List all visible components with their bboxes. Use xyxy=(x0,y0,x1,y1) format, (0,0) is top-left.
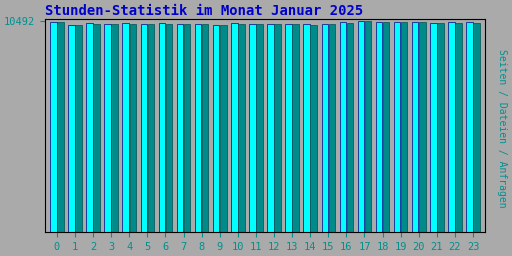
Bar xyxy=(122,23,129,232)
Bar xyxy=(93,24,100,232)
Bar xyxy=(339,23,346,232)
Text: Seiten / Dateien / Anfragen: Seiten / Dateien / Anfragen xyxy=(497,49,507,207)
Bar xyxy=(202,24,208,232)
Bar xyxy=(195,24,201,232)
Bar xyxy=(401,22,408,232)
Bar xyxy=(256,24,263,232)
Bar xyxy=(231,24,238,232)
Bar xyxy=(274,24,281,232)
Bar xyxy=(473,23,480,232)
Bar xyxy=(141,24,147,232)
Bar xyxy=(304,24,310,232)
Bar xyxy=(430,23,437,232)
Bar xyxy=(57,22,63,232)
Bar xyxy=(448,22,455,232)
Bar xyxy=(347,23,353,232)
Bar xyxy=(68,25,75,232)
Bar xyxy=(358,21,364,232)
Bar xyxy=(249,24,255,232)
Bar xyxy=(394,22,400,232)
Bar xyxy=(322,24,328,232)
Bar xyxy=(292,24,299,232)
Bar xyxy=(50,22,57,232)
Bar xyxy=(147,24,154,232)
Bar xyxy=(104,24,111,232)
Bar xyxy=(238,24,245,232)
Bar xyxy=(87,23,93,232)
Bar xyxy=(455,23,462,232)
Bar xyxy=(177,24,183,232)
Bar xyxy=(112,24,118,232)
Bar xyxy=(412,22,418,232)
Bar xyxy=(419,23,425,232)
Bar xyxy=(220,25,226,232)
Bar xyxy=(285,24,292,232)
Bar xyxy=(437,24,443,232)
Bar xyxy=(376,22,382,232)
Bar xyxy=(365,21,371,232)
Bar xyxy=(383,22,389,232)
Bar xyxy=(166,24,172,232)
Bar xyxy=(466,22,473,232)
Bar xyxy=(159,23,165,232)
Bar xyxy=(75,25,82,232)
Text: Stunden-Statistik im Monat Januar 2025: Stunden-Statistik im Monat Januar 2025 xyxy=(45,4,364,18)
Bar xyxy=(310,25,317,232)
Bar xyxy=(329,24,335,232)
Bar xyxy=(267,24,274,232)
Bar xyxy=(184,24,190,232)
Bar xyxy=(130,24,136,232)
Bar xyxy=(213,25,220,232)
